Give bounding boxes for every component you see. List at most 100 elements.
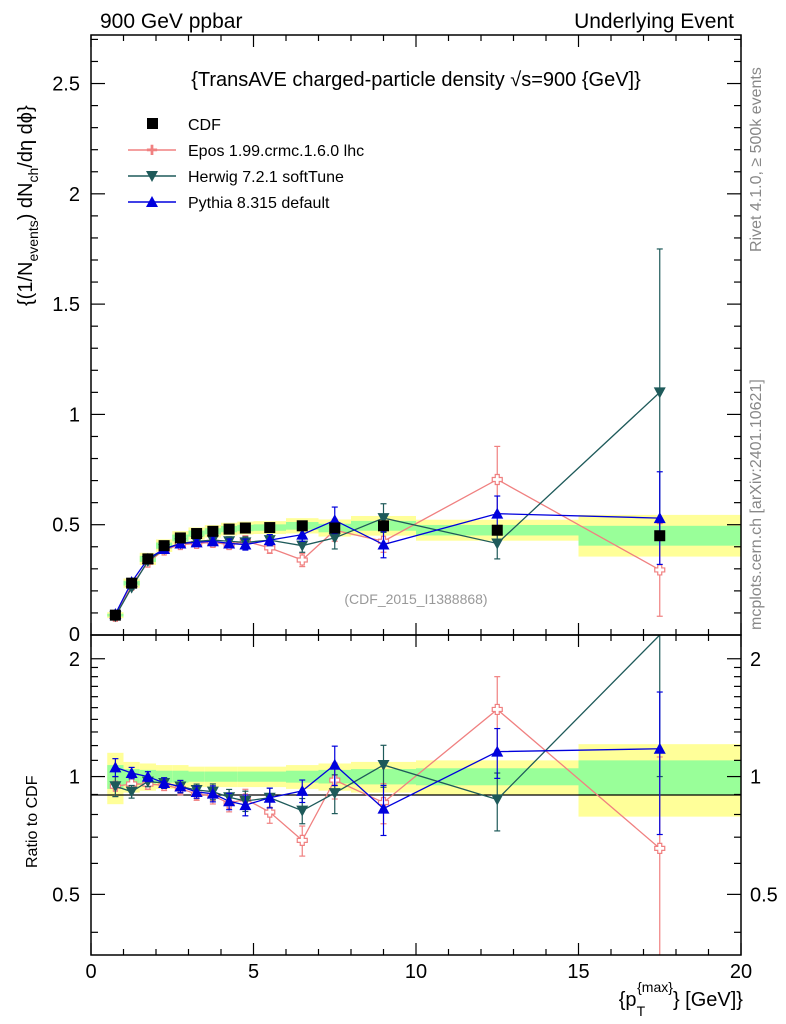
marker-triangle-up	[158, 776, 171, 788]
ratio-y-axis-label: Ratio to CDF	[24, 775, 41, 868]
ratio-y-tick-label-right: 0.5	[750, 884, 778, 906]
marker-triangle-down	[109, 781, 122, 793]
marker-open-cross	[654, 564, 666, 576]
ratio-y-tick-label-right: 1	[750, 767, 761, 789]
marker-triangle-up	[223, 795, 236, 807]
mcplots-label: mcplots.cern.ch [arXiv:2401.10621]	[748, 379, 765, 630]
marker-triangle-down	[653, 387, 666, 399]
marker-triangle-up	[263, 791, 276, 803]
marker-square	[174, 532, 186, 544]
marker-square	[207, 525, 219, 537]
marker-square	[654, 530, 666, 542]
x-tick-label: 10	[405, 961, 427, 983]
band-inner-ratio	[237, 771, 254, 782]
legend: CDF ✚ Epos 1.99.crmc.1.6.0 lhc Herwig 7.…	[128, 117, 364, 212]
y-tick-label-zero: 0	[69, 624, 80, 646]
x-tick-label: 5	[248, 961, 259, 983]
y-tick-label: 2.5	[52, 74, 80, 96]
ratio-y-tick-label-right: 2	[750, 649, 761, 671]
analysis-label: (CDF_2015_I1388868)	[344, 591, 487, 607]
marker-square	[296, 520, 308, 532]
marker-triangle-up	[296, 784, 309, 796]
marker-triangle-up	[206, 535, 219, 547]
x-axis-label: {pT{max}} [GeV]}	[619, 979, 744, 1019]
marker-triangle-up	[377, 538, 390, 550]
y-tick-label: 2	[69, 184, 80, 206]
marker-triangle-up	[328, 758, 341, 770]
rivet-label: Rivet 4.1.0, ≥ 500k events	[748, 67, 765, 252]
header-right: Underlying Event	[574, 10, 734, 33]
marker-open-cross	[296, 554, 308, 566]
marker-triangle-down	[125, 786, 138, 798]
marker-triangle-down	[377, 759, 390, 771]
marker-triangle-up	[141, 770, 154, 782]
marker-triangle-down	[328, 532, 341, 544]
marker-triangle-up	[223, 537, 236, 549]
ratio-plot-series	[109, 634, 666, 955]
legend-marker-herwig	[146, 171, 158, 182]
cdf-uncertainty-band-ratio	[107, 744, 741, 817]
marker-triangle-down	[296, 540, 309, 552]
band-inner-ratio	[188, 771, 205, 782]
marker-square	[142, 553, 154, 565]
marker-square	[491, 524, 503, 536]
header-left: 900 GeV ppbar	[100, 10, 242, 33]
plot-title: {TransAVE charged-particle density √s=90…	[191, 69, 641, 91]
marker-triangle-up	[174, 780, 187, 792]
main-plot-series	[109, 248, 666, 623]
legend-label-pythia: Pythia 8.315 default	[188, 195, 330, 212]
band-inner-ratio	[172, 770, 189, 783]
marker-triangle-up	[491, 745, 504, 757]
marker-square	[239, 522, 251, 534]
marker-triangle-up	[190, 536, 203, 548]
legend-marker-epos: ✚	[146, 142, 158, 158]
axis-ticks: 0 5 10 15 20 0.5 1 1.5 2 2.5 0 0.5 0.5 1 1 2 2	[52, 35, 778, 983]
marker-triangle-up	[190, 786, 203, 798]
marker-triangle-up	[109, 761, 122, 773]
marker-open-cross	[264, 806, 276, 818]
legend-label-epos: Epos 1.99.crmc.1.6.0 lhc	[188, 143, 364, 160]
y-tick-label: 1.5	[52, 294, 80, 316]
marker-triangle-down	[491, 538, 504, 550]
marker-triangle-down	[377, 513, 390, 525]
marker-triangle-up	[653, 742, 666, 754]
marker-triangle-down	[491, 794, 504, 806]
x-tick-label: 20	[730, 961, 752, 983]
marker-triangle-up	[263, 534, 276, 546]
marker-triangle-up	[239, 799, 252, 811]
marker-open-cross	[491, 703, 503, 716]
marker-open-cross	[296, 834, 308, 847]
ratio-y-tick-label-left: 0.5	[52, 884, 80, 906]
marker-square	[109, 609, 121, 621]
marker-square	[329, 522, 341, 534]
y-tick-label: 0.5	[52, 515, 80, 537]
band-inner-ratio	[286, 770, 319, 783]
marker-open-cross	[491, 473, 503, 486]
marker-square	[378, 520, 389, 532]
y-axis-label: {(1/Nevents) dNch/dη dϕ}	[15, 105, 41, 306]
marker-triangle-down	[296, 805, 309, 817]
series-line-herwig	[114, 391, 661, 617]
legend-marker-pythia	[146, 196, 158, 207]
x-tick-label: 15	[567, 961, 589, 983]
x-tick-label: 0	[85, 961, 96, 983]
marker-square	[158, 540, 170, 552]
marker-triangle-up	[125, 766, 138, 778]
ratio-y-tick-label-left: 2	[69, 649, 80, 671]
marker-square	[264, 522, 276, 534]
band-inner-ratio	[253, 771, 286, 782]
band-inner-ratio	[204, 771, 221, 782]
marker-triangle-up	[239, 538, 252, 550]
marker-triangle-up	[296, 528, 309, 540]
band-inner-ratio	[221, 771, 238, 782]
legend-label-cdf: CDF	[188, 117, 221, 134]
marker-triangle-up	[377, 802, 390, 814]
marker-square	[126, 577, 138, 589]
legend-label-herwig: Herwig 7.2.1 softTune	[188, 169, 344, 186]
marker-open-cross	[654, 842, 666, 854]
y-tick-label: 1	[69, 404, 80, 426]
marker-triangle-up	[206, 787, 219, 799]
marker-triangle-up	[491, 507, 504, 519]
marker-triangle-down	[328, 788, 341, 800]
